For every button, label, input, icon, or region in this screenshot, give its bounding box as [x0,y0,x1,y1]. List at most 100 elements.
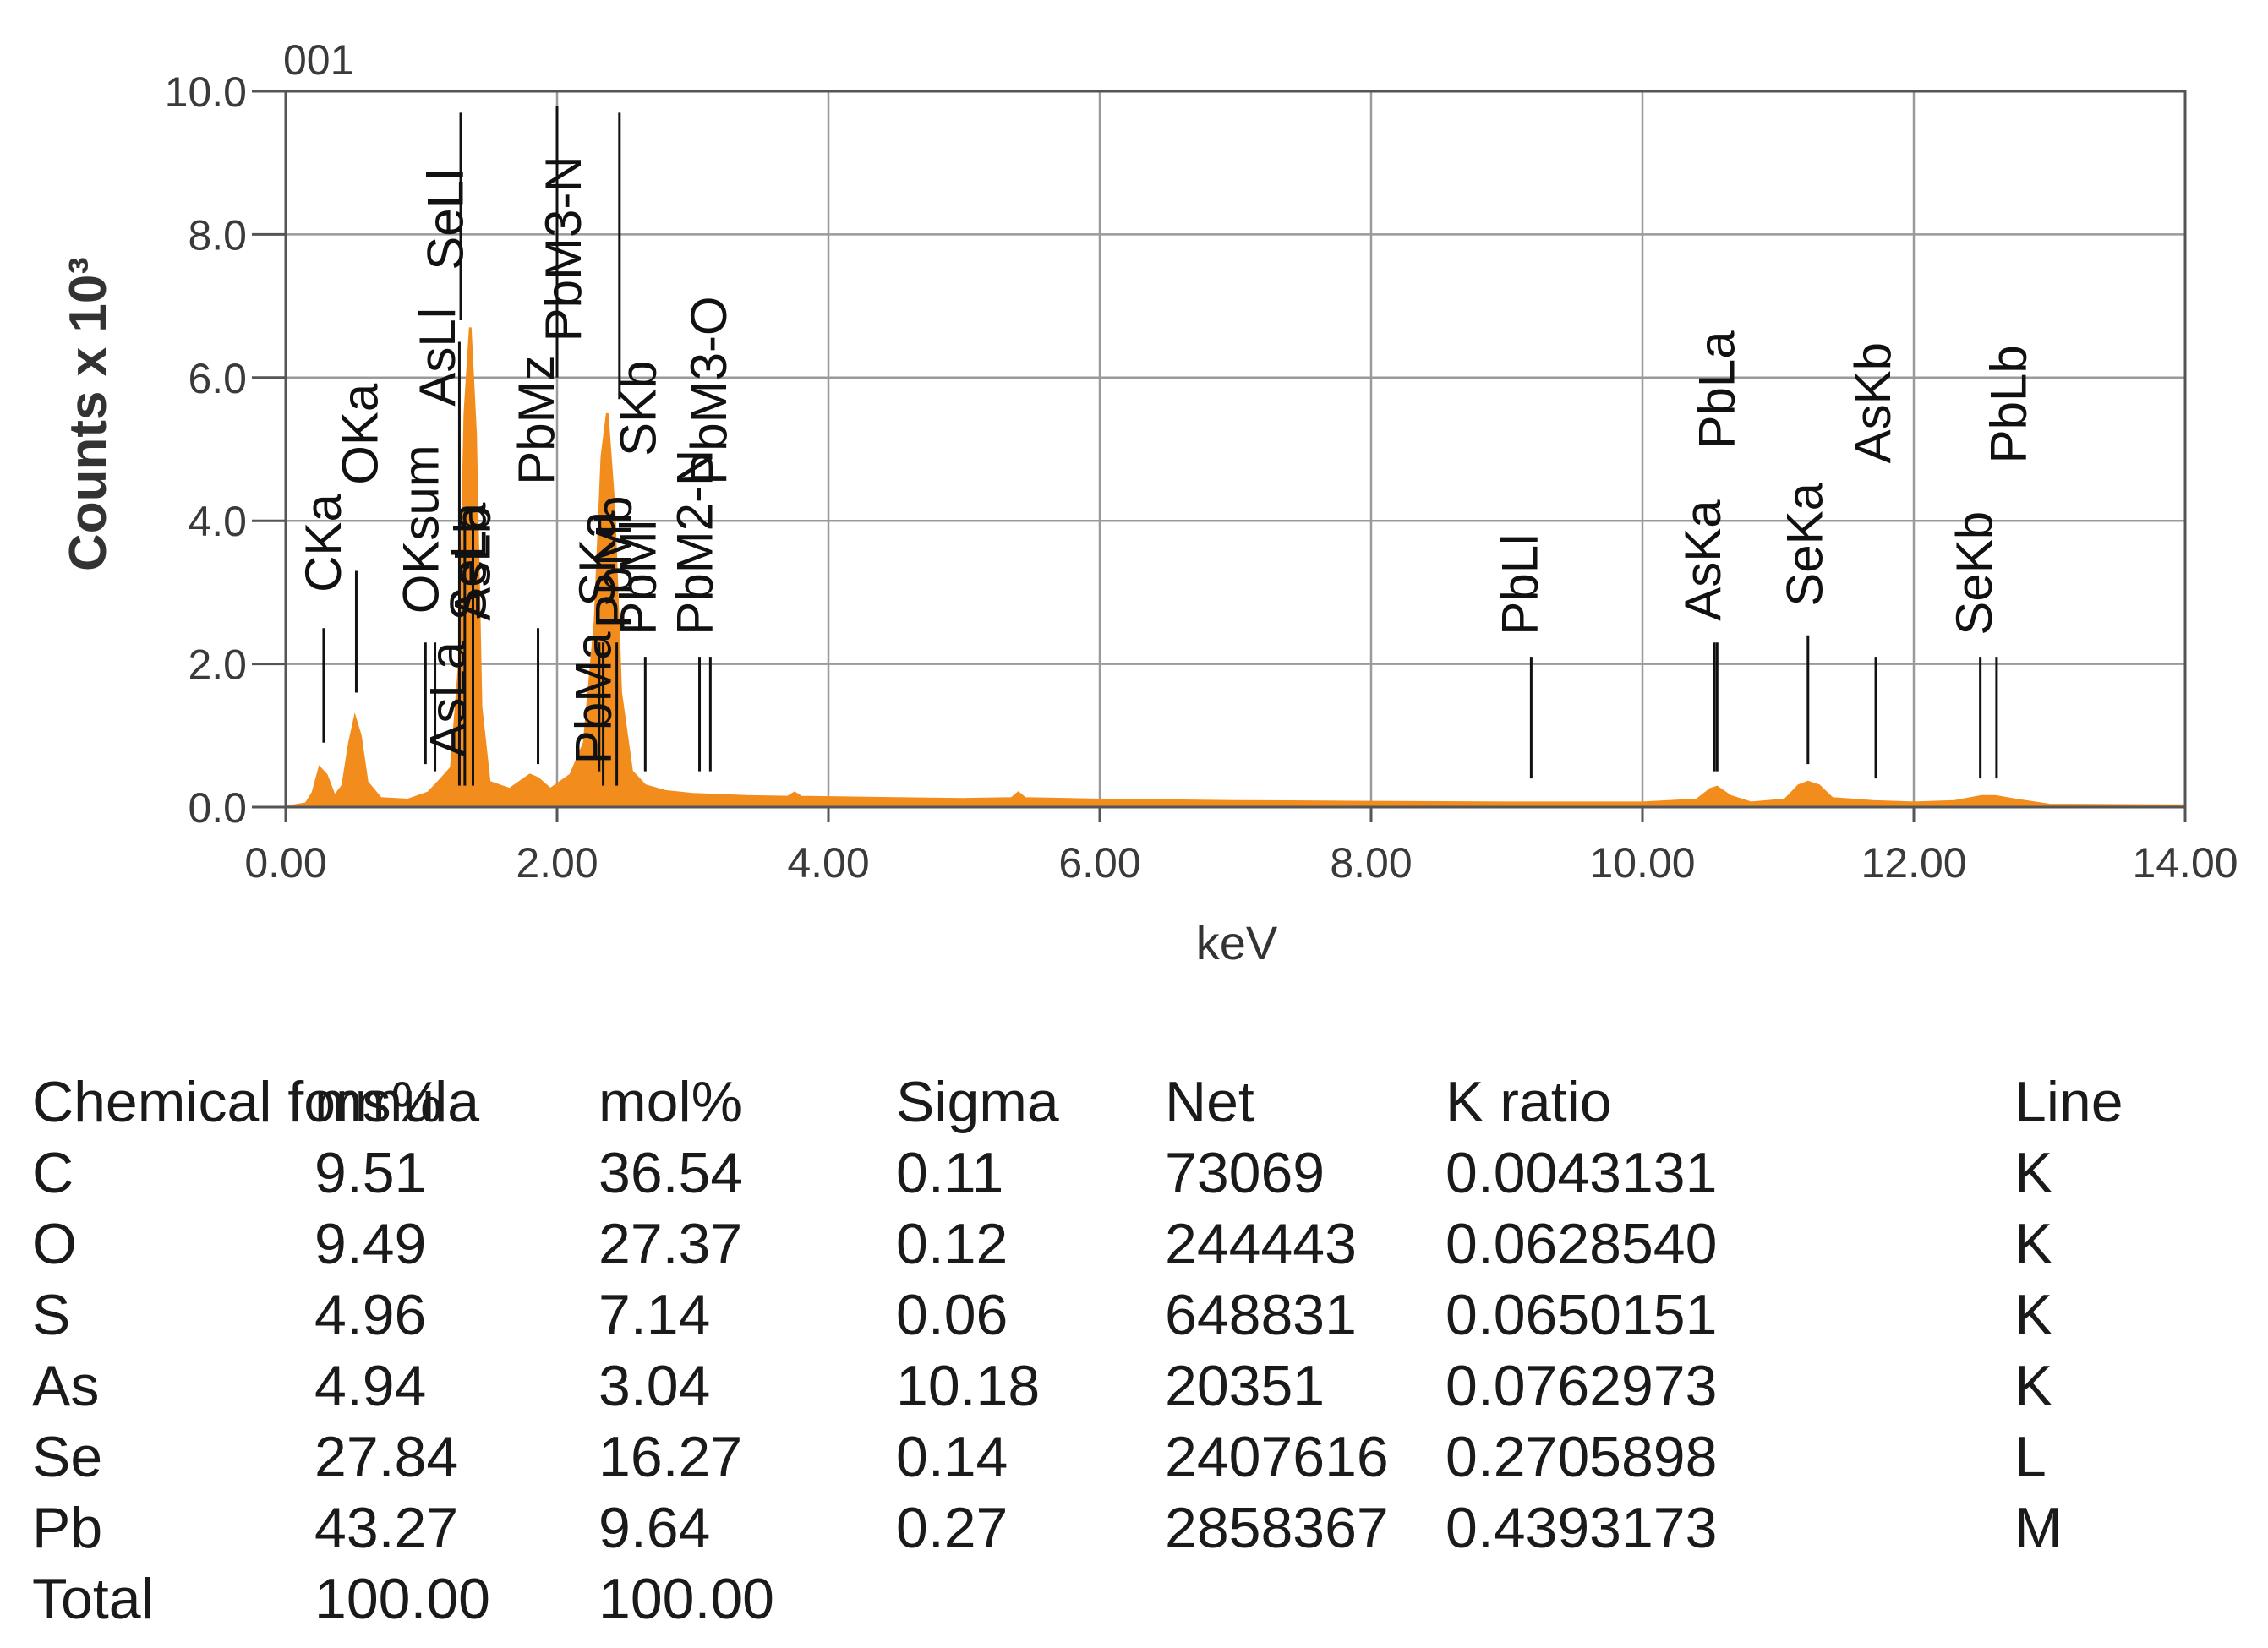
peak-label-pbmz: PbMz [508,355,565,484]
y-tick-label: 0.0 [188,784,247,832]
x-tick-label: 8.00 [1330,839,1412,887]
cell-value: 43.27 [314,1496,459,1560]
chart-title: 001 [283,36,353,84]
x-tick-label: 10.00 [1589,839,1695,887]
peak-label-ska: SKa [569,510,626,607]
cell-value: 27.84 [314,1425,459,1489]
cell-value: 0.14 [896,1425,1008,1489]
peak-label-oksum: OKsum [393,445,450,614]
cell-value: 36.54 [598,1141,743,1205]
y-axis-title: Counts x 10³ [59,257,117,571]
peak-label-pblb: PbLb [1980,345,2036,463]
y-tick-label: 8.0 [188,211,247,259]
peak-label-askb: AsKb [1844,342,1901,463]
peak-label-pbml: PbMl [609,520,666,636]
cell-line: K [2014,1212,2053,1276]
header-mol-percent: mol% [598,1070,743,1134]
header-net: Net [1165,1070,1254,1134]
x-axis-ticks: 0.00 2.00 4.00 6.00 8.00 10.00 12.00 14.00 [244,839,2238,887]
y-tick-label: 6.0 [188,355,247,402]
cell-line: K [2014,1354,2053,1418]
peak-label-pbll: PbLl [1492,534,1549,636]
peak-label-pbla: PbLa [1688,330,1745,450]
table-total-row: Total 100.00 100.00 [0,1563,2268,1634]
peak-label-aska: AsKa [1675,499,1731,621]
cell-value: 100.00 [598,1567,774,1631]
x-tick-label: 6.00 [1058,839,1140,887]
cell-element: Pb [32,1496,103,1560]
x-tick-label: 14.00 [2132,839,2238,887]
cell-value: 4.96 [314,1283,427,1347]
cell-value: 0.0650151 [1446,1283,1718,1347]
peak-label-pbmb: PbMb [585,496,642,629]
header-k-ratio: K ratio [1446,1070,1612,1134]
header-chemical-formula: Chemical formula [32,1070,480,1134]
cell-value: 9.64 [598,1496,711,1560]
cell-value: 0.4393173 [1446,1496,1718,1560]
header-ms-percent: ms% [314,1070,443,1134]
table-header-row: Chemical formula ms% mol% Sigma Net K ra… [0,1067,2268,1138]
table-row: C 9.51 36.54 0.11 73069 0.0043131 K [0,1138,2268,1209]
x-tick-label: 4.00 [787,839,869,887]
x-tick-label: 12.00 [1861,839,1966,887]
peak-label-aslb: AsLb [445,505,501,621]
cell-value: 9.49 [314,1212,427,1276]
cell-value: 0.0762973 [1446,1354,1718,1418]
y-tick-label: 2.0 [188,641,247,689]
cell-value: 0.0043131 [1446,1141,1718,1205]
cell-value: 16.27 [598,1425,743,1489]
cell-value: 10.18 [896,1354,1041,1418]
quantification-table: Chemical formula ms% mol% Sigma Net K ra… [0,1067,2268,1634]
cell-element: S [32,1283,71,1347]
cell-value: 27.37 [598,1212,743,1276]
table-row: Se 27.84 16.27 0.14 2407616 0.2705898 L [0,1422,2268,1492]
cell-element: C [32,1141,74,1205]
y-tick-label: 10.0 [165,68,247,116]
cell-value: 20351 [1165,1354,1325,1418]
cell-value: 0.06 [896,1283,1008,1347]
peak-label-pbm3-n: PbM3-N [535,156,592,341]
peak-label-sela: SeLa [440,502,497,621]
table-row: As 4.94 3.04 10.18 20351 0.0762973 K [0,1351,2268,1422]
cell-value: 2858367 [1165,1496,1389,1560]
peak-label-sekb: SeKb [1946,511,2003,636]
header-line: Line [2014,1070,2123,1134]
cell-value: 3.04 [598,1354,711,1418]
cell-line: L [2014,1425,2047,1489]
x-axis-title: keV [1196,916,1278,969]
cell-value: 0.27 [896,1496,1008,1560]
cell-line: K [2014,1141,2053,1205]
cell-element: O [32,1212,77,1276]
cell-value: 0.12 [896,1212,1008,1276]
cell-value: 0.11 [896,1141,1004,1205]
table-row: S 4.96 7.14 0.06 648831 0.0650151 K [0,1280,2268,1351]
peak-label-pbm2-n: PbM2-N [667,450,724,636]
cell-value: 100.00 [314,1567,490,1631]
peak-label-pbma: PbMa [565,631,621,764]
cell-value: 0.2705898 [1446,1425,1718,1489]
cell-value: 4.94 [314,1354,427,1418]
peak-label-skb: SKb [609,361,666,456]
peak-markers [322,105,1998,786]
peak-label-pbm3-o: PbM3-O [680,296,737,484]
cell-value: 2407616 [1165,1425,1389,1489]
y-axis-ticks: 0.0 2.0 4.0 6.0 8.0 10.0 [165,68,247,832]
x-tick-label: 0.00 [244,839,326,887]
cell-value: 7.14 [598,1283,711,1347]
cell-line: K [2014,1283,2053,1347]
x-tick-label: 2.00 [516,839,598,887]
peak-label-asll: AsLl [409,308,466,407]
peak-label-asla: AsLa [420,641,477,756]
y-tick-label: 4.0 [188,498,247,545]
cell-value: 9.51 [314,1141,427,1205]
peak-label-seka: SeKa [1777,482,1834,606]
spectrum-area [285,327,2187,809]
plot-frame [284,90,2187,809]
cell-line: M [2014,1496,2063,1560]
cell-value: 0.0628540 [1446,1212,1718,1276]
peak-label-oka: OKa [331,383,388,485]
table-row: Pb 43.27 9.64 0.27 2858367 0.4393173 M [0,1492,2268,1563]
cell-element: Se [32,1425,103,1489]
